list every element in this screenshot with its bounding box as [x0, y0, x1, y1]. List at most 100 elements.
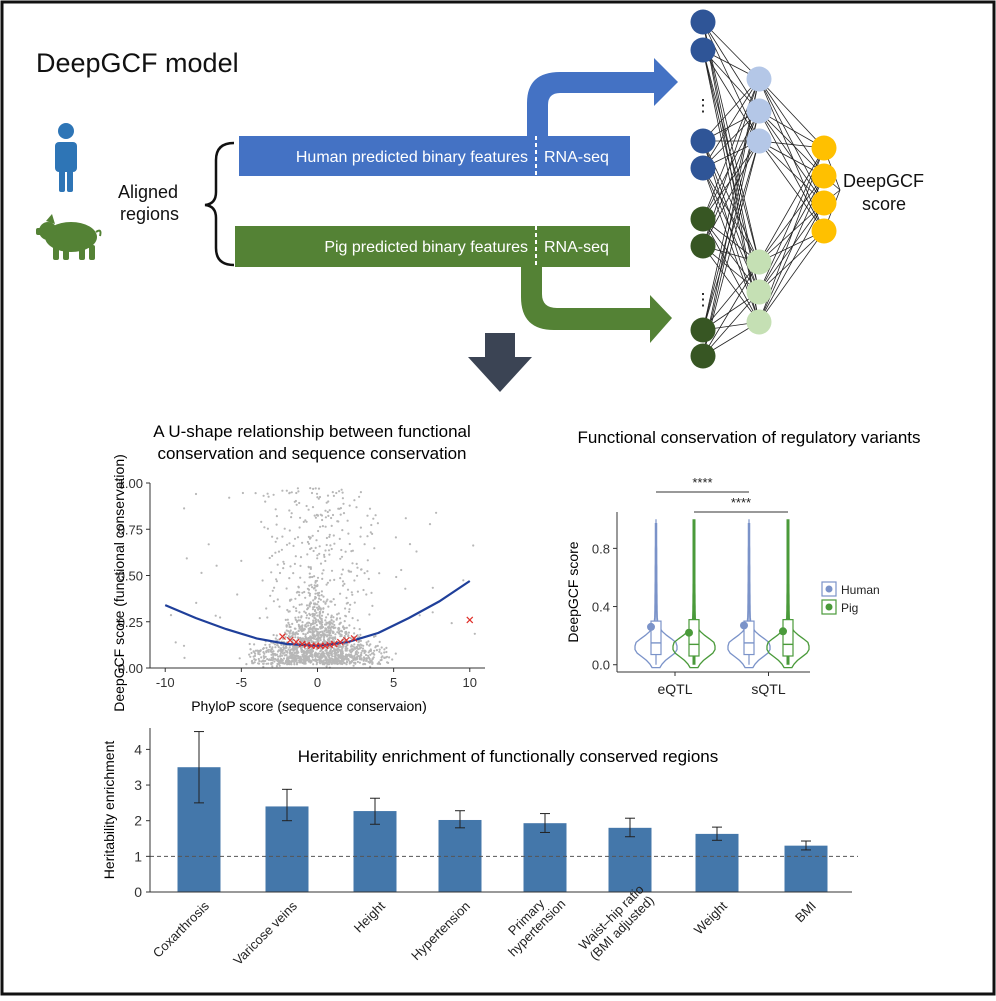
violin-box	[743, 620, 755, 656]
scatter-point	[285, 625, 288, 628]
scatter-title-line2: conservation and sequence conservation	[157, 444, 466, 463]
scatter-point	[387, 661, 390, 665]
bar-y-ticks: 0 1 2 3 4	[134, 741, 150, 900]
scatter-point	[341, 568, 344, 571]
scatter-point	[328, 634, 331, 637]
legend-swatch	[821, 581, 837, 597]
violin-y-ticks: 0.0 0.4 0.8	[592, 541, 617, 673]
scatter-point	[330, 662, 333, 665]
scatter-point	[345, 663, 348, 666]
scatter-point	[349, 603, 352, 606]
scatter-point	[356, 574, 359, 577]
bar-y-tick-label: 4	[134, 741, 142, 757]
scatter-point	[348, 542, 351, 546]
hidden-node-human	[746, 66, 772, 92]
scatter-point	[329, 648, 332, 651]
scatter-point	[282, 657, 286, 660]
network-edge	[758, 110, 825, 177]
scatter-y-tick-label: 0.75	[118, 522, 143, 537]
legend-label: Human	[841, 583, 880, 597]
scatter-point	[257, 662, 260, 665]
scatter-point	[323, 630, 326, 633]
scatter-point	[370, 523, 373, 527]
scatter-point	[376, 644, 379, 648]
scatter-point	[344, 645, 347, 648]
scatter-point	[240, 559, 243, 563]
scatter-point	[292, 544, 295, 548]
scatter-point	[304, 519, 307, 522]
scatter-point	[307, 617, 311, 620]
scatter-point	[297, 619, 300, 622]
scatter-point	[280, 654, 284, 657]
scatter-point	[294, 657, 298, 660]
scatter-point	[288, 632, 291, 635]
scatter-point	[333, 652, 336, 655]
scatter-point	[281, 535, 284, 538]
hidden-node-pig	[746, 279, 772, 305]
scatter-point	[324, 661, 327, 665]
scatter-point	[311, 656, 314, 659]
scatter-point	[325, 536, 328, 540]
scatter-point	[285, 633, 288, 636]
scatter-point	[314, 595, 317, 599]
scatter-point	[322, 600, 325, 603]
aligned-label-line2: regions	[120, 204, 179, 224]
scatter-point	[330, 516, 333, 520]
scatter-point	[333, 542, 336, 545]
network-edge	[702, 21, 760, 112]
scatter-point	[363, 572, 366, 575]
scatter-point	[324, 658, 327, 661]
scatter-point	[369, 665, 372, 668]
network-edge	[758, 110, 825, 232]
scatter-point	[350, 651, 353, 654]
scatter-point	[279, 647, 282, 650]
network-edge	[758, 230, 825, 293]
scatter-point	[322, 569, 325, 572]
scatter-point	[307, 651, 310, 654]
scatter-point	[351, 645, 354, 648]
scatter-point	[312, 487, 315, 490]
scatter-point	[268, 556, 271, 560]
scatter-point	[341, 491, 344, 494]
scatter-point	[299, 658, 302, 661]
scatter-point	[344, 615, 348, 618]
scatter-point	[309, 601, 312, 604]
scatter-point	[324, 640, 327, 643]
scatter-point	[317, 620, 320, 623]
scatter-point	[305, 604, 309, 607]
scatter-point	[327, 629, 330, 632]
scatter-point	[342, 502, 345, 505]
scatter-point	[340, 488, 343, 491]
scatter-point	[262, 662, 265, 665]
scatter-point	[331, 650, 334, 653]
scatter-point	[365, 593, 368, 596]
scatter-point	[349, 653, 352, 657]
scatter-x-ticks: -10 -5 0 5 10	[156, 668, 477, 690]
scatter-point	[299, 516, 302, 519]
scatter-point	[372, 517, 375, 520]
scatter-point	[324, 549, 327, 552]
scatter-point	[272, 652, 276, 656]
bar-y-label: Heritability enrichment	[101, 741, 117, 880]
scatter-point	[371, 657, 374, 661]
scatter-point	[314, 655, 317, 659]
scatter-point	[294, 555, 297, 558]
scatter-point	[281, 489, 284, 492]
scatter-point	[284, 618, 287, 622]
scatter-point	[241, 491, 244, 495]
scatter-point	[277, 655, 280, 658]
scatter-point	[353, 656, 356, 659]
scatter-point	[350, 550, 353, 553]
scatter-point	[368, 644, 371, 647]
scatter-point	[346, 647, 349, 650]
scatter-point	[364, 650, 367, 653]
scatter-point	[300, 649, 303, 653]
scatter-point	[338, 643, 341, 647]
scatter-point	[338, 630, 341, 633]
scatter-point	[311, 608, 315, 611]
scatter-point	[236, 593, 239, 596]
scatter-point	[292, 649, 295, 652]
scatter-point	[319, 562, 323, 565]
scatter-point	[431, 586, 434, 589]
scatter-point	[305, 614, 309, 617]
